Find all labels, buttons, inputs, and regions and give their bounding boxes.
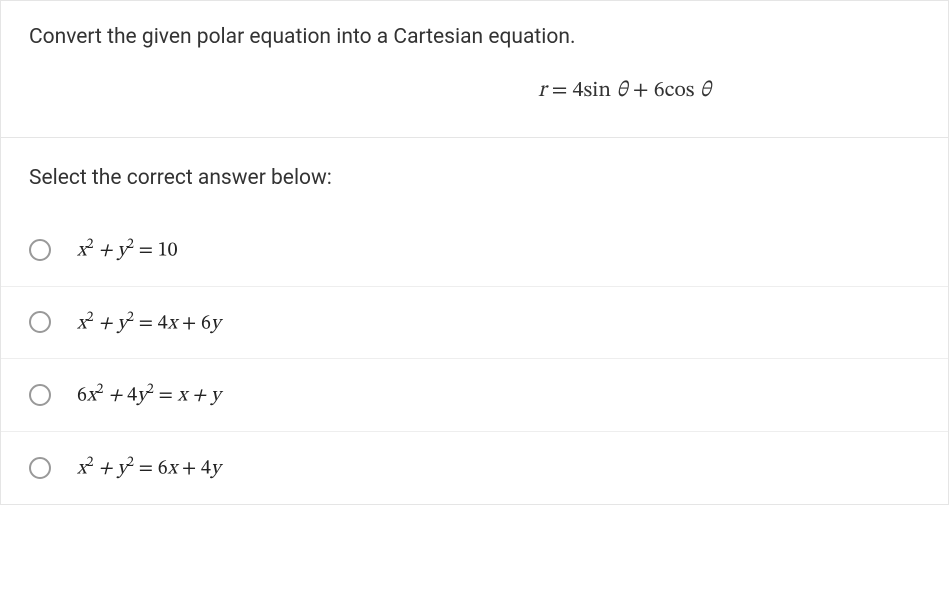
option-label: x2 + y2 = 10 (77, 236, 178, 264)
option-label: 6x2 + 4y2 = x + y (77, 381, 221, 409)
select-prompt: Select the correct answer below: (1, 138, 948, 200)
option-row[interactable]: x2 + y2 = 4x + 6y (1, 286, 948, 359)
radio-icon[interactable] (29, 311, 51, 333)
option-row[interactable]: 6x2 + 4y2 = x + y (1, 358, 948, 431)
option-row[interactable]: x2 + y2 = 10 (1, 214, 948, 286)
option-row[interactable]: x2 + y2 = 6x + 4y (1, 431, 948, 504)
radio-icon[interactable] (29, 457, 51, 479)
radio-icon[interactable] (29, 239, 51, 261)
option-label: x2 + y2 = 4x + 6y (77, 309, 221, 337)
question-card: Convert the given polar equation into a … (0, 0, 949, 505)
option-label: x2 + y2 = 6x + 4y (77, 454, 221, 482)
radio-icon[interactable] (29, 384, 51, 406)
question-equation: r = 4sin θ + 6cos θ (29, 77, 920, 105)
question-prompt: Convert the given polar equation into a … (29, 25, 920, 49)
options-list: x2 + y2 = 10 x2 + y2 = 4x + 6y 6x2 + 4y2… (1, 214, 948, 504)
question-block: Convert the given polar equation into a … (1, 1, 948, 137)
